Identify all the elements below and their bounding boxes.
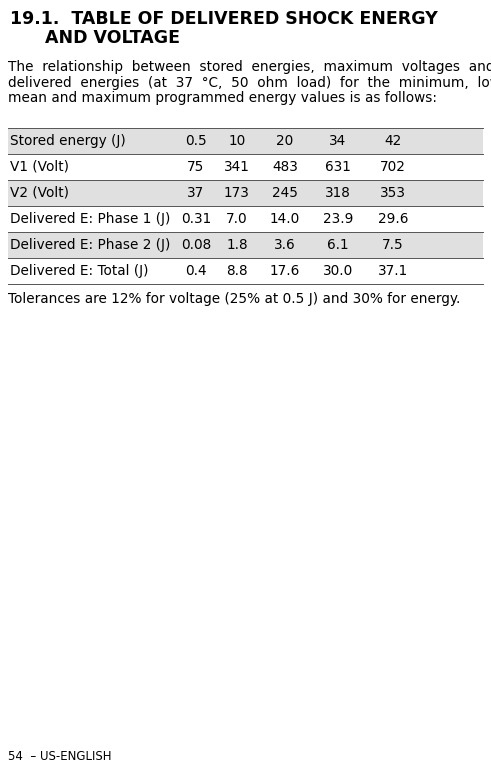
Text: delivered  energies  (at  37  °C,  50  ohm  load)  for  the  minimum,  low,: delivered energies (at 37 °C, 50 ohm loa… bbox=[8, 75, 491, 89]
Text: 8.8: 8.8 bbox=[226, 264, 248, 278]
Bar bbox=[8, 128, 483, 154]
Text: 483: 483 bbox=[272, 160, 298, 174]
Text: Delivered E: Total (J): Delivered E: Total (J) bbox=[10, 264, 148, 278]
Text: 19.1.  TABLE OF DELIVERED SHOCK ENERGY: 19.1. TABLE OF DELIVERED SHOCK ENERGY bbox=[10, 10, 438, 28]
Text: 631: 631 bbox=[325, 160, 351, 174]
Text: The  relationship  between  stored  energies,  maximum  voltages  and: The relationship between stored energies… bbox=[8, 60, 491, 74]
Text: 7.0: 7.0 bbox=[226, 212, 248, 226]
Text: 54  – US-ENGLISH: 54 – US-ENGLISH bbox=[8, 750, 111, 762]
Text: 353: 353 bbox=[380, 186, 406, 200]
Text: V1 (Volt): V1 (Volt) bbox=[10, 160, 69, 174]
Text: 0.08: 0.08 bbox=[181, 238, 211, 252]
Text: 23.9: 23.9 bbox=[323, 212, 353, 226]
Text: 7.5: 7.5 bbox=[382, 238, 404, 252]
Text: mean and maximum programmed energy values is as follows:: mean and maximum programmed energy value… bbox=[8, 91, 437, 105]
Text: 10: 10 bbox=[228, 134, 246, 148]
Text: 14.0: 14.0 bbox=[270, 212, 300, 226]
Text: 17.6: 17.6 bbox=[270, 264, 300, 278]
Text: 6.1: 6.1 bbox=[327, 238, 349, 252]
Text: 341: 341 bbox=[224, 160, 250, 174]
Text: Delivered E: Phase 2 (J): Delivered E: Phase 2 (J) bbox=[10, 238, 170, 252]
Text: Delivered E: Phase 1 (J): Delivered E: Phase 1 (J) bbox=[10, 212, 170, 226]
Text: 34: 34 bbox=[329, 134, 347, 148]
Text: 1.8: 1.8 bbox=[226, 238, 248, 252]
Text: 245: 245 bbox=[272, 186, 298, 200]
Text: 37.1: 37.1 bbox=[378, 264, 408, 278]
Text: 30.0: 30.0 bbox=[323, 264, 353, 278]
Text: Tolerances are 12% for voltage (25% at 0.5 J) and 30% for energy.: Tolerances are 12% for voltage (25% at 0… bbox=[8, 292, 461, 306]
Text: AND VOLTAGE: AND VOLTAGE bbox=[45, 29, 180, 47]
Text: 29.6: 29.6 bbox=[378, 212, 408, 226]
Text: 702: 702 bbox=[380, 160, 406, 174]
Text: 37: 37 bbox=[188, 186, 205, 200]
Text: 0.5: 0.5 bbox=[185, 134, 207, 148]
Text: 3.6: 3.6 bbox=[274, 238, 296, 252]
Text: V2 (Volt): V2 (Volt) bbox=[10, 186, 69, 200]
Text: 318: 318 bbox=[325, 186, 351, 200]
Text: 0.31: 0.31 bbox=[181, 212, 211, 226]
Text: 0.4: 0.4 bbox=[185, 264, 207, 278]
Text: 42: 42 bbox=[384, 134, 402, 148]
Text: 173: 173 bbox=[224, 186, 250, 200]
Bar bbox=[8, 232, 483, 258]
Text: Stored energy (J): Stored energy (J) bbox=[10, 134, 126, 148]
Text: 20: 20 bbox=[276, 134, 294, 148]
Text: 75: 75 bbox=[187, 160, 205, 174]
Bar bbox=[8, 180, 483, 206]
